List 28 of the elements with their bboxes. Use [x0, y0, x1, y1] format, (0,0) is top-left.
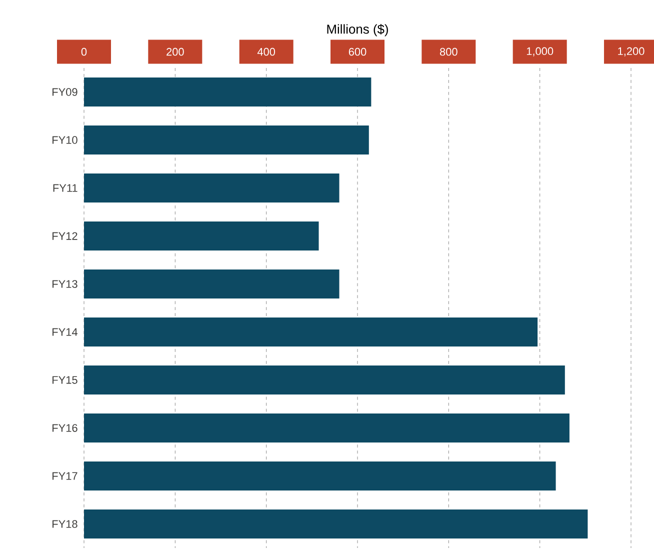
- bar: [84, 222, 319, 251]
- x-tick-label: 800: [440, 48, 458, 56]
- x-axis-title: Millions ($): [327, 24, 388, 36]
- y-tick-label: FY15: [52, 376, 78, 384]
- y-tick-label: FY17: [52, 472, 78, 480]
- bar: [84, 270, 340, 299]
- y-tick-label: FY14: [52, 328, 78, 336]
- bar: [84, 78, 372, 107]
- bar: [84, 462, 556, 491]
- bar: [84, 126, 369, 155]
- x-tick-label: 1,000: [526, 47, 554, 56]
- bar: [84, 174, 340, 203]
- bar: [84, 366, 565, 395]
- x-tick-label: 200: [166, 48, 184, 56]
- y-tick-label: FY18: [52, 520, 78, 528]
- x-tick-label: 1,200: [618, 47, 644, 56]
- bar: [84, 318, 538, 347]
- y-tick-label: FY16: [52, 424, 78, 432]
- bar: [84, 510, 588, 539]
- y-tick-label: FY11: [53, 184, 78, 192]
- x-tick-label: 0: [81, 48, 87, 56]
- x-tick-label: 600: [348, 48, 366, 56]
- y-tick-label: FY10: [52, 136, 78, 144]
- y-tick-label: FY13: [52, 280, 78, 288]
- y-tick-label: FY12: [52, 232, 78, 240]
- x-tick-label: 400: [257, 48, 276, 56]
- bar: [84, 414, 570, 443]
- y-tick-label: FY09: [52, 88, 78, 96]
